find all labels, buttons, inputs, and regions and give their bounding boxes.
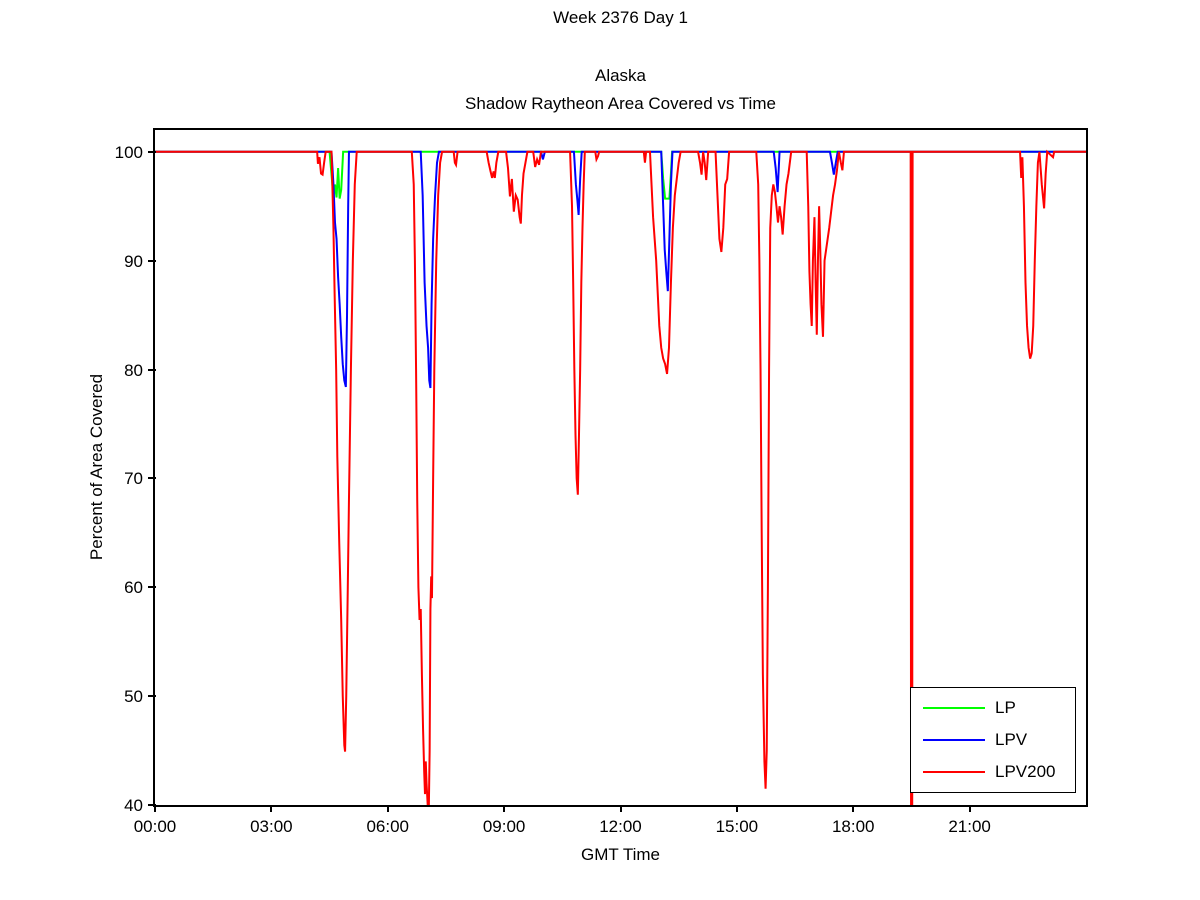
legend: LP LPV LPV200 bbox=[910, 687, 1076, 793]
y-axis-tick-label: 70 bbox=[124, 469, 143, 489]
x-tick-mark bbox=[154, 805, 156, 812]
y-tick-mark bbox=[148, 695, 156, 698]
x-axis-tick-label: 12:00 bbox=[599, 817, 642, 836]
y-axis-tick-label: 100 bbox=[114, 142, 143, 162]
x-axis-tick-label: 00:00 bbox=[133, 817, 177, 836]
y-tick-mark bbox=[148, 477, 156, 480]
x-tick-mark bbox=[968, 805, 971, 812]
y-axis-tick-label: 40 bbox=[124, 796, 143, 815]
lpv200-series-line bbox=[155, 149, 1086, 805]
x-axis-tick-label: 15:00 bbox=[715, 817, 759, 836]
x-axis-tick-label: 09:00 bbox=[482, 817, 526, 836]
x-tick-mark bbox=[270, 805, 273, 812]
y-tick-mark bbox=[148, 804, 156, 806]
x-axis-tick-label: 03:00 bbox=[250, 817, 293, 836]
figure-suptitle: Week 2376 Day 1 bbox=[553, 8, 688, 27]
chart-canvas bbox=[155, 149, 1086, 805]
x-tick-mark bbox=[503, 805, 506, 812]
y-axis-tick-label: 80 bbox=[124, 360, 143, 380]
y-axis-tick-label: 60 bbox=[124, 578, 143, 598]
y-tick-mark bbox=[148, 368, 156, 371]
y-axis-label: Percent of Area Covered bbox=[87, 373, 106, 561]
x-axis-tick-label: 18:00 bbox=[831, 817, 875, 836]
x-axis-label: GMT Time bbox=[580, 845, 661, 864]
x-axis-tick-label: 06:00 bbox=[366, 817, 410, 836]
legend-line-swatch-lpv200 bbox=[923, 771, 985, 773]
y-axis-tick-label: 50 bbox=[124, 687, 143, 707]
x-axis-tick-label: 21:00 bbox=[948, 817, 991, 836]
legend-line-swatch-lp bbox=[923, 707, 985, 709]
legend-label: LPV200 bbox=[995, 762, 1056, 781]
legend-line-swatch-lpv bbox=[923, 739, 985, 741]
x-tick-mark bbox=[735, 805, 738, 812]
x-tick-mark bbox=[852, 805, 855, 812]
x-tick-mark bbox=[619, 805, 622, 812]
legend-item-lp: LP bbox=[923, 698, 1075, 718]
lpv-series-line bbox=[155, 150, 1086, 389]
y-tick-mark bbox=[148, 586, 156, 589]
y-tick-mark bbox=[148, 259, 156, 262]
legend-label: LPV bbox=[995, 730, 1028, 749]
y-tick-mark bbox=[148, 150, 156, 153]
y-axis-tick-label: 90 bbox=[124, 251, 143, 271]
lp-series-line bbox=[155, 150, 1086, 200]
chart-title-region: Alaska bbox=[594, 66, 647, 85]
legend-item-lpv: LPV bbox=[923, 730, 1075, 750]
x-tick-mark bbox=[386, 805, 389, 812]
legend-item-lpv200: LPV200 bbox=[923, 762, 1075, 782]
chart-title-main: Shadow Raytheon Area Covered vs Time bbox=[465, 94, 776, 113]
legend-label: LP bbox=[995, 698, 1016, 717]
